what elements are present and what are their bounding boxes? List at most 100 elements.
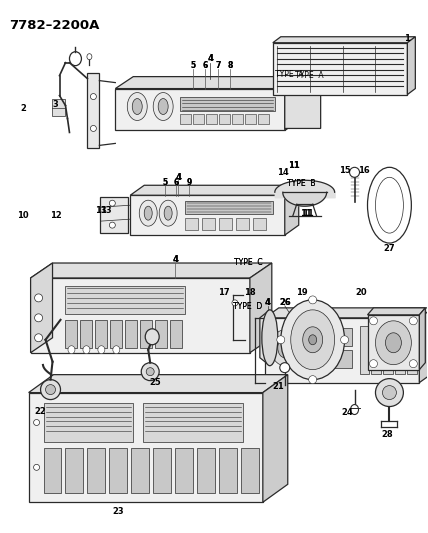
Text: 9: 9 (187, 178, 192, 187)
Text: TYPE  C: TYPE C (234, 257, 262, 266)
Polygon shape (419, 308, 428, 383)
Text: 27: 27 (383, 244, 395, 253)
Ellipse shape (113, 346, 120, 354)
Polygon shape (283, 192, 327, 206)
Ellipse shape (369, 360, 377, 368)
Text: 7: 7 (215, 61, 221, 70)
Ellipse shape (158, 99, 168, 115)
Text: TYPE  D: TYPE D (233, 302, 262, 311)
Ellipse shape (409, 317, 417, 325)
Bar (131, 448, 149, 493)
Text: 22: 22 (35, 407, 47, 416)
Ellipse shape (90, 94, 96, 100)
Ellipse shape (350, 167, 360, 177)
Text: 2: 2 (21, 104, 27, 113)
Polygon shape (115, 77, 303, 88)
Text: 13: 13 (95, 206, 106, 215)
Polygon shape (285, 77, 303, 131)
Ellipse shape (386, 333, 401, 353)
Text: 11: 11 (288, 161, 300, 170)
Text: TYPE  B: TYPE B (288, 179, 316, 188)
Text: 17: 17 (218, 288, 230, 297)
Bar (219, 218, 232, 230)
Text: 6: 6 (173, 178, 179, 187)
Polygon shape (265, 308, 428, 318)
Ellipse shape (291, 310, 335, 370)
Text: 5: 5 (163, 178, 168, 187)
Polygon shape (87, 72, 99, 148)
Ellipse shape (144, 206, 152, 220)
Polygon shape (260, 310, 270, 366)
Text: 21: 21 (272, 382, 284, 391)
Bar (372, 326, 381, 374)
Bar (95, 320, 107, 348)
Text: 14: 14 (277, 168, 288, 177)
Ellipse shape (369, 317, 377, 325)
Ellipse shape (368, 167, 411, 243)
Text: 15: 15 (339, 166, 351, 175)
Bar (155, 320, 167, 348)
Bar (109, 448, 127, 493)
Bar (202, 218, 215, 230)
Bar (219, 448, 237, 493)
Bar (44, 448, 62, 493)
Ellipse shape (146, 368, 154, 376)
Ellipse shape (375, 378, 403, 407)
Text: 4: 4 (207, 54, 213, 63)
Text: 4: 4 (175, 173, 181, 182)
Text: 4: 4 (265, 298, 271, 308)
Bar (175, 448, 193, 493)
Ellipse shape (109, 200, 115, 206)
Ellipse shape (139, 200, 157, 226)
Ellipse shape (90, 125, 96, 132)
Text: 4: 4 (175, 173, 181, 182)
Ellipse shape (35, 314, 42, 322)
Text: TYPE  D: TYPE D (233, 302, 262, 311)
Ellipse shape (33, 419, 39, 425)
Polygon shape (29, 375, 288, 393)
Polygon shape (250, 263, 272, 353)
Ellipse shape (41, 379, 60, 400)
Text: 8: 8 (227, 61, 233, 70)
Bar (29, 393, 263, 502)
Bar (170, 320, 182, 348)
Bar (368, 315, 419, 370)
Text: 13: 13 (100, 206, 111, 215)
Text: 26: 26 (279, 298, 291, 308)
Ellipse shape (280, 362, 290, 373)
Text: 4: 4 (172, 255, 178, 263)
Bar (180, 96, 275, 110)
Ellipse shape (45, 385, 56, 394)
Bar (395, 326, 405, 374)
Bar (383, 326, 393, 374)
Ellipse shape (351, 405, 359, 415)
Ellipse shape (35, 294, 42, 302)
Ellipse shape (159, 200, 177, 226)
Bar (125, 320, 137, 348)
Text: TYPE  A: TYPE A (295, 71, 324, 80)
Ellipse shape (271, 330, 299, 366)
Bar (115, 88, 285, 131)
Ellipse shape (341, 336, 348, 344)
Bar (197, 448, 215, 493)
Polygon shape (30, 263, 272, 278)
Text: 24: 24 (342, 408, 354, 417)
Text: 9: 9 (187, 178, 192, 187)
Polygon shape (285, 78, 321, 128)
Text: 11: 11 (288, 161, 300, 170)
Ellipse shape (309, 296, 317, 304)
Bar (44, 402, 133, 442)
Polygon shape (419, 308, 425, 370)
Text: 6: 6 (202, 61, 208, 70)
Bar (236, 218, 249, 230)
Polygon shape (263, 375, 288, 502)
Text: 4: 4 (265, 298, 271, 308)
Ellipse shape (278, 338, 292, 358)
Text: TYPE  A: TYPE A (276, 70, 304, 79)
Bar (273, 43, 407, 94)
Text: 26: 26 (279, 298, 291, 308)
Ellipse shape (232, 300, 238, 306)
Bar (206, 115, 217, 125)
Ellipse shape (309, 335, 317, 345)
Ellipse shape (383, 385, 396, 400)
